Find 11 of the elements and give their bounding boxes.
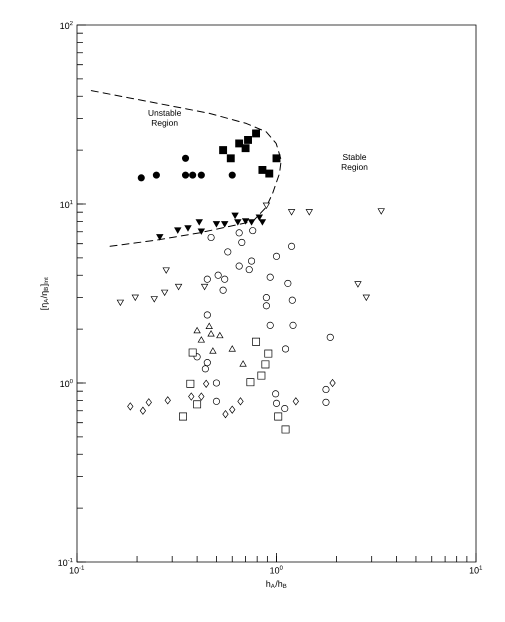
x-axis-title: h$_{A}$/h$_{B}$ [266,580,286,588]
annotation: Unstable Region [148,110,181,128]
x-tick-label: 10$^{1}$ [470,566,482,574]
y-tick-label: 10$^{1}$ [60,200,73,208]
x-tick-label: 10$^{-1}$ [70,566,84,574]
y-tick-label: 10$^{2}$ [60,20,73,30]
y-tick-label: 10$^{-1}$ [58,558,73,566]
y-axis-title: [η$_{A}$/η$_{B}$]$_{Int}$ [40,277,49,310]
y-tick-label: 10$^{0}$ [60,378,73,388]
annotation: Stable Region [342,154,368,172]
x-tick-label: 10$^{0}$ [270,566,283,574]
